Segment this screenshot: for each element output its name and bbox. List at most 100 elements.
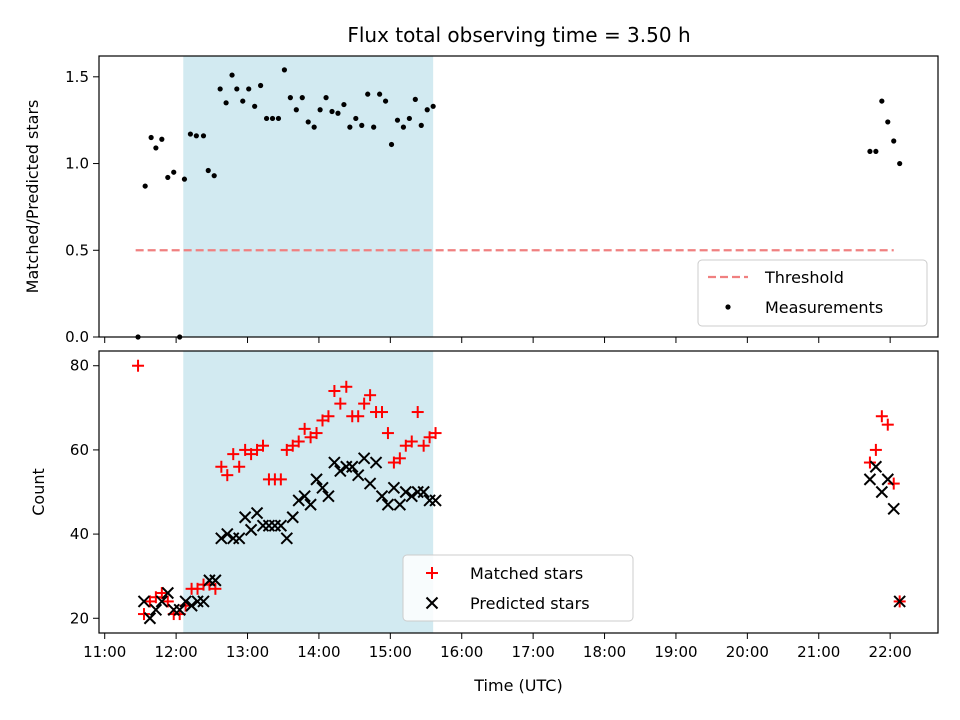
measurement-point xyxy=(229,72,235,78)
matched-star-point xyxy=(863,456,876,469)
matched-star-point xyxy=(875,410,888,423)
predicted-star-point xyxy=(316,481,329,494)
predicted-star-point xyxy=(149,603,163,617)
measurement-point xyxy=(281,67,288,73)
predicted-star-point xyxy=(381,498,395,511)
measurement-point xyxy=(891,138,897,144)
matched-star-point xyxy=(322,410,335,423)
predicted-star-point xyxy=(209,574,222,587)
predicted-star-point xyxy=(322,490,335,503)
predicted-star-point xyxy=(393,498,407,511)
legend-predicted-swatch xyxy=(425,596,439,610)
predicted-star-point xyxy=(221,527,234,541)
measurement-point xyxy=(359,122,365,128)
measurement-point xyxy=(323,95,329,101)
top-shaded-span xyxy=(183,56,434,337)
matched-star-point xyxy=(161,595,174,608)
matched-star-point xyxy=(274,473,287,486)
bot-ytick-label: 20 xyxy=(70,609,89,627)
measurement-point xyxy=(223,100,229,106)
xtick-label: 16:00 xyxy=(440,643,483,661)
measurement-point xyxy=(269,115,276,122)
measurement-point xyxy=(263,115,270,122)
predicted-star-point xyxy=(155,595,169,608)
measurement-point xyxy=(400,124,407,130)
measurement-point xyxy=(305,119,311,125)
measurement-point xyxy=(246,86,252,92)
measurement-point xyxy=(388,141,395,148)
legend-measurements-label: Measurements xyxy=(765,298,883,317)
measurement-point xyxy=(873,148,879,155)
measurement-point xyxy=(299,95,305,101)
predicted-star-point xyxy=(387,481,401,494)
measurement-point xyxy=(430,103,436,109)
top-legend: Threshold Measurements xyxy=(697,259,928,327)
measurement-point xyxy=(200,133,207,139)
matched-star-point xyxy=(221,469,234,482)
measurement-point xyxy=(867,148,873,155)
x-axis-label: Time (UTC) xyxy=(473,676,562,695)
matched-star-point xyxy=(310,427,323,440)
matched-star-point xyxy=(352,410,365,423)
predicted-star-point xyxy=(250,506,264,520)
predicted-star-point xyxy=(346,460,359,473)
bottom-x-ticks: 11:00 12:00 13:00 14:00 15:00 16:00 17:00 18:00… xyxy=(83,633,912,661)
xtick-label: 17:00 xyxy=(512,643,555,661)
bottom-legend: Matched stars Predicted stars xyxy=(402,554,634,622)
measurement-point xyxy=(371,124,377,130)
bot-ytick-label: 60 xyxy=(70,441,89,459)
matched-star-point xyxy=(364,389,377,402)
bottom-y-axis-label: Count xyxy=(29,468,48,516)
matched-star-point xyxy=(429,427,442,440)
measurement-point xyxy=(205,167,211,174)
matched-star-point xyxy=(334,397,347,410)
measurement-point xyxy=(240,98,246,104)
matched-star-point xyxy=(209,582,222,595)
bot-ytick-label: 40 xyxy=(70,525,89,543)
predicted-star-point xyxy=(137,595,151,608)
top-legend-box xyxy=(697,259,928,327)
measurement-point xyxy=(211,173,217,179)
measurement-point xyxy=(187,131,193,137)
xtick-label: 11:00 xyxy=(83,643,126,661)
measurement-point xyxy=(424,107,430,113)
predicted-star-point xyxy=(238,511,252,524)
measurement-point xyxy=(365,91,371,97)
measurement-point xyxy=(885,119,891,125)
predicted-star-point xyxy=(244,523,258,537)
chart-title: Flux total observing time = 3.50 h xyxy=(347,23,690,47)
legend-predicted-label: Predicted stars xyxy=(470,594,590,613)
xtick-label: 13:00 xyxy=(226,643,269,661)
legend-threshold-label: Threshold xyxy=(764,268,844,287)
predicted-star-point xyxy=(893,595,906,608)
measurement-point xyxy=(258,82,264,89)
predicted-star-point xyxy=(417,485,430,499)
top-y-ticks: 0.0 0.5 1.0 1.5 xyxy=(65,68,99,346)
matched-star-point xyxy=(340,380,353,393)
matched-star-point xyxy=(417,439,430,452)
matched-star-point xyxy=(881,418,894,431)
predicted-star-point xyxy=(328,456,341,469)
measurement-point xyxy=(382,98,389,104)
top-panel: 0.0 0.5 1.0 1.5 Matched/Predicted stars Thr… xyxy=(23,55,939,346)
matched-star-point xyxy=(869,443,882,456)
xtick-label: 21:00 xyxy=(797,643,840,661)
predicted-star-point xyxy=(274,519,288,532)
predicted-star-point xyxy=(310,473,323,486)
predicted-star-point xyxy=(232,532,246,545)
matched-star-point xyxy=(233,460,246,473)
predicted-star-point xyxy=(292,494,305,507)
measurement-point xyxy=(165,174,171,181)
legend-measurements-swatch xyxy=(725,304,731,310)
predicted-star-point xyxy=(298,490,311,503)
predicted-star-point xyxy=(863,473,877,486)
xtick-label: 14:00 xyxy=(297,643,340,661)
measurement-point xyxy=(159,136,165,142)
measurement-point xyxy=(171,169,177,175)
matched-star-point xyxy=(155,587,168,600)
top-ytick-label: 0.5 xyxy=(65,241,89,259)
matched-star-point xyxy=(375,406,388,419)
measurement-point xyxy=(275,115,282,122)
